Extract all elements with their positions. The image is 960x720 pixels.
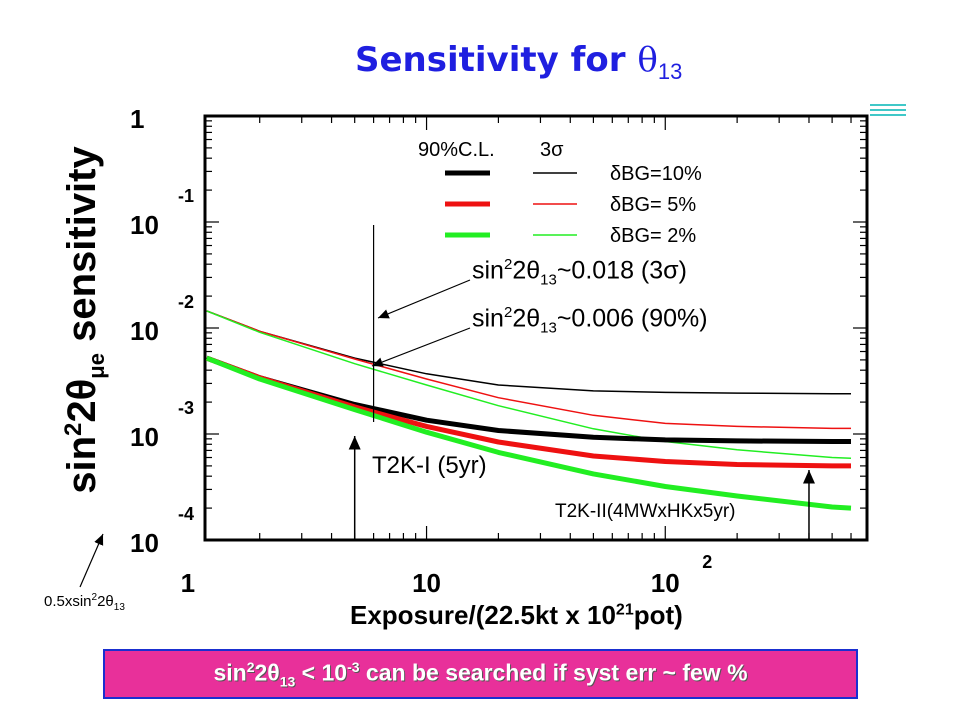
series-line-3sigma-1	[206, 310, 851, 430]
arrow-3sigma	[377, 279, 471, 319]
y-tick-label: 10	[130, 210, 159, 240]
t2k1-label: T2K-I (5yr)	[372, 452, 487, 479]
y-tick-label: 10	[130, 528, 159, 558]
series-line-3sigma-2	[206, 310, 852, 460]
y-tick-label: 10	[130, 316, 159, 346]
y-tick-exponent: -1	[178, 186, 194, 206]
legend-label: δBG= 5%	[610, 194, 696, 216]
y-tick-label: 10	[130, 422, 159, 452]
t2k2-label: T2K-II(4MWxHKx5yr)	[555, 501, 736, 522]
annotation-sensitivity-90: sin22θ13~0.006 (90%)	[472, 304, 708, 337]
legend-label: δBG=10%	[610, 163, 702, 185]
slide-title: Sensitivity for θ13	[355, 40, 682, 85]
y-tick-exponent: -2	[178, 292, 194, 312]
title-theta-symbol: θ	[637, 40, 658, 80]
annotation-half-sin: 0.5xsin22θ13	[44, 592, 125, 613]
x-tick-label: 1	[181, 568, 195, 598]
conclusion-box: sin22θ13 < 10-3 can be searched if syst …	[103, 649, 858, 699]
title-text: Sensitivity for	[355, 40, 626, 80]
title-subscript: 13	[657, 58, 683, 84]
corner-decoration	[870, 104, 906, 116]
conclusion-text: sin22θ13 < 10-3 can be searched if syst …	[213, 658, 748, 690]
series-line-90cl-5	[205, 355, 852, 511]
x-axis-label: Exposure/(22.5kt x 1021pot)	[350, 600, 683, 630]
series-line-90cl-3	[205, 355, 851, 444]
legend-label: δBG= 2%	[610, 225, 696, 247]
arrow-note	[79, 533, 104, 588]
series-line-90cl-4	[205, 355, 851, 469]
y-tick-label: 1	[130, 104, 144, 134]
y-tick-exponent: -3	[178, 398, 194, 418]
x-tick-exponent: 2	[702, 552, 712, 572]
annotation-sensitivity-3sigma: sin22θ13~0.018 (3σ)	[472, 256, 687, 289]
legend-header-90cl: 90%C.L.	[418, 139, 495, 161]
x-tick-label: 10	[412, 568, 441, 598]
legend-header-3sigma: 3σ	[540, 139, 564, 161]
x-tick-label: 10	[651, 568, 680, 598]
y-tick-exponent: -4	[178, 504, 194, 524]
arrow-90cl	[371, 327, 471, 367]
